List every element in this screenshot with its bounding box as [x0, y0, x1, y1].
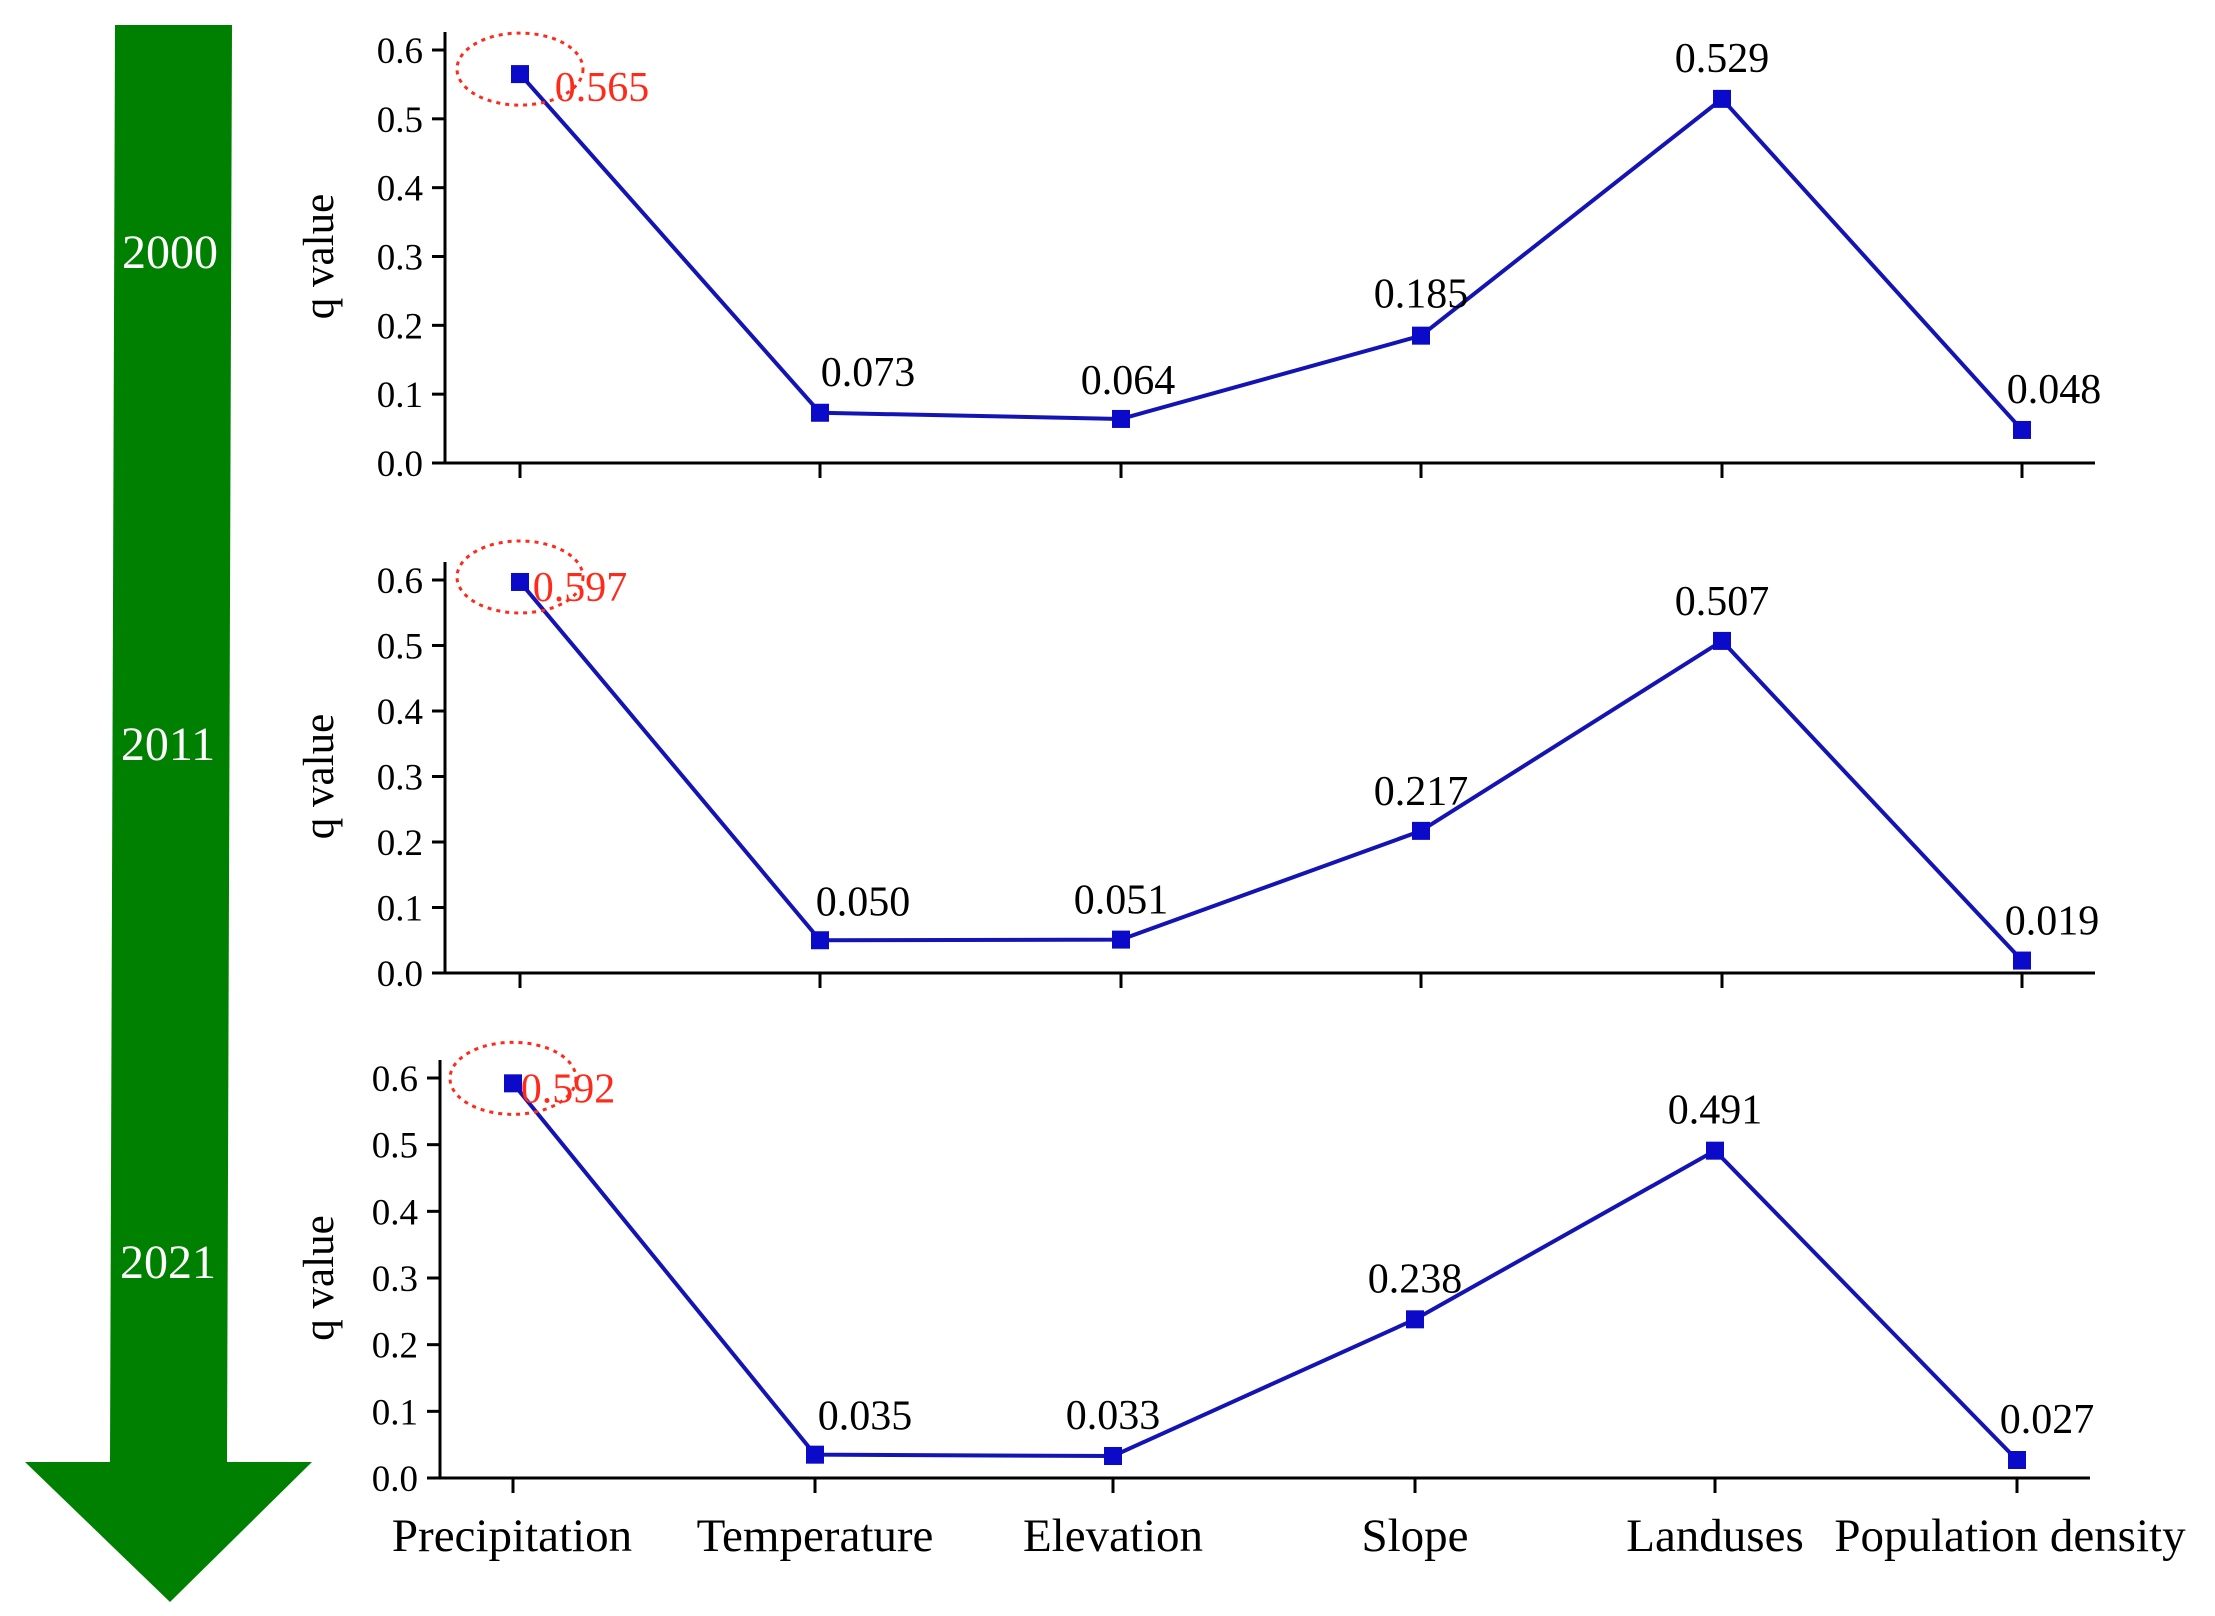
data-point-temperature [806, 1445, 824, 1464]
data-point-population-density [2008, 1451, 2026, 1469]
chart-panel-2000: 0.0 0.1 0.2 0.3 0.4 0.5 0.6 q value 0.565 0.073 0.… [296, 31, 2101, 485]
data-label: 0.064 [1081, 358, 1176, 404]
chart-panel-2021: 0.0 0.1 0.2 0.3 0.4 0.5 0.6 q value 0.592 0.035 0.… [296, 1040, 2186, 1562]
y-tick-label: 0.5 [377, 627, 423, 668]
y-tick-label: 0.3 [377, 238, 423, 279]
data-point-elevation [1104, 1447, 1122, 1465]
data-label: 0.491 [1668, 1088, 1763, 1134]
y-axis-title: q value [296, 714, 343, 839]
x-category-label: Landuses [1626, 1510, 1804, 1562]
data-label: 0.217 [1374, 769, 1469, 815]
data-label: 0.035 [818, 1394, 913, 1440]
data-point-elevation [1112, 409, 1130, 428]
data-label: 0.529 [1675, 36, 1770, 82]
y-tick-label: 0.3 [377, 758, 423, 799]
data-label: 0.048 [2007, 367, 2102, 413]
x-category-label: Precipitation [392, 1510, 632, 1562]
y-tick-label: 0.2 [372, 1326, 418, 1367]
data-point-elevation [1112, 930, 1130, 949]
y-tick-label: 0.5 [372, 1126, 418, 1167]
y-tick-label: 0.2 [377, 306, 423, 347]
year-label-2000: 2000 [122, 226, 218, 279]
data-point-precipitation [511, 65, 529, 84]
data-label: 0.051 [1074, 878, 1169, 924]
y-tick-label: 0.4 [377, 169, 423, 210]
data-point-population-density [2013, 420, 2031, 439]
series-line [518, 580, 2024, 962]
data-label: 0.019 [2005, 899, 2100, 945]
year-label-2021: 2021 [120, 1236, 216, 1289]
data-label: 0.073 [821, 350, 916, 396]
y-tick-label: 0.1 [372, 1392, 418, 1433]
y-tick-label: 0.3 [372, 1259, 418, 1300]
data-point-landuses [1706, 1141, 1724, 1160]
data-point-landuses [1713, 89, 1731, 108]
y-tick-label: 0.6 [377, 31, 423, 72]
data-label: 0.050 [816, 879, 911, 925]
data-point-slope [1406, 1310, 1424, 1329]
y-tick-label: 0.6 [372, 1059, 418, 1100]
data-label: 0.185 [1374, 272, 1469, 318]
data-point-landuses [1713, 631, 1731, 650]
x-category-label: Slope [1361, 1510, 1468, 1562]
y-tick-label: 0.1 [377, 889, 423, 930]
data-label: 0.507 [1675, 579, 1770, 625]
data-point-temperature [811, 931, 829, 950]
chart-panels: 0.0 0.1 0.2 0.3 0.4 0.5 0.6 q value 0.565 0.073 0.… [296, 31, 2186, 1562]
y-axis-title: q value [296, 1215, 343, 1340]
data-point-slope [1412, 821, 1430, 840]
timeline-arrow-shape [25, 25, 312, 1602]
highlight-ellipse [455, 31, 585, 107]
highlight-ellipse [448, 1040, 578, 1116]
highlight-value-label: 0.597 [533, 565, 628, 611]
y-axis-title: q value [296, 194, 343, 319]
highlight-value-label: 0.592 [521, 1066, 616, 1112]
data-label: 0.027 [2000, 1397, 2095, 1443]
x-category-label: Population density [1834, 1510, 2186, 1562]
chart-panel-2011: 0.0 0.1 0.2 0.3 0.4 0.5 0.6 q value 0.597 0.050 0.… [296, 539, 2100, 995]
series-line [518, 72, 2024, 432]
x-category-label: Temperature [697, 1510, 934, 1562]
data-point-precipitation [504, 1074, 522, 1093]
series-line [511, 1082, 2019, 1462]
data-point-precipitation [511, 572, 529, 591]
y-tick-label: 0.0 [377, 954, 423, 995]
data-label: 0.238 [1368, 1256, 1463, 1302]
data-point-population-density [2013, 951, 2031, 970]
y-tick-label: 0.4 [377, 692, 423, 733]
highlight-value-label: 0.565 [555, 65, 650, 111]
y-tick-label: 0.1 [377, 375, 423, 416]
y-tick-label: 0.6 [377, 561, 423, 602]
data-label: 0.033 [1066, 1393, 1161, 1439]
year-label-2011: 2011 [121, 718, 215, 771]
timeline-arrow: 2000 2011 2021 [25, 25, 312, 1602]
highlight-ellipse [455, 539, 585, 615]
y-tick-label: 0.5 [377, 100, 423, 141]
data-point-temperature [811, 403, 829, 422]
x-category-label: Elevation [1023, 1510, 1203, 1562]
data-point-slope [1412, 326, 1430, 345]
y-tick-label: 0.2 [377, 823, 423, 864]
y-tick-label: 0.0 [372, 1459, 418, 1500]
y-tick-label: 0.0 [377, 444, 423, 485]
y-tick-label: 0.4 [372, 1192, 418, 1233]
